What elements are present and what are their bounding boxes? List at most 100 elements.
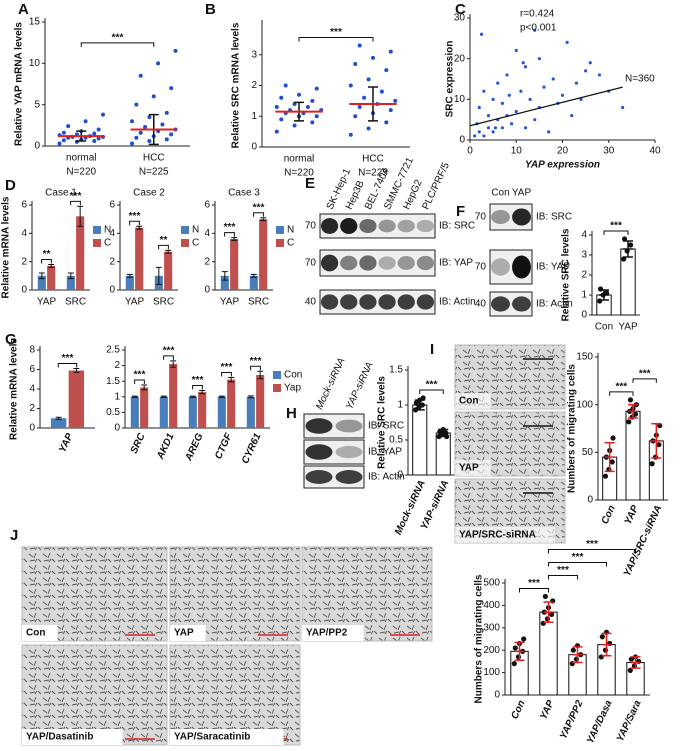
legend-label: C [287, 238, 294, 249]
data-point [627, 667, 633, 673]
legend-label: Con [284, 370, 302, 381]
data-point [523, 65, 528, 69]
y-tick-label: 400 [483, 600, 500, 611]
trend-line [469, 86, 623, 127]
x-tick-label: 10 [511, 146, 523, 157]
caption-bg [455, 460, 491, 476]
blot-band [378, 256, 396, 270]
sig-label: *** [639, 369, 651, 380]
data-point [632, 411, 639, 417]
sig-label: *** [610, 221, 622, 232]
data-point [96, 127, 101, 132]
data-point [507, 93, 511, 97]
x-tick-label: AREG [183, 432, 206, 464]
y-axis-label: SRC expression [445, 41, 456, 118]
error-bar [199, 390, 206, 395]
band-label: IB: Actin [536, 299, 573, 310]
bar [412, 404, 428, 476]
caption: YAP/Saracatinib [174, 732, 250, 743]
blot-band [397, 256, 415, 270]
bar [220, 275, 229, 290]
sig-label: *** [70, 191, 82, 202]
error-bar [136, 225, 143, 230]
bar [188, 396, 197, 428]
data-point [544, 616, 551, 622]
y-tick-label: 5 [34, 99, 40, 110]
data-point [515, 654, 522, 660]
data-point [283, 83, 288, 88]
data-point [348, 83, 353, 88]
data-point [533, 118, 537, 122]
data-point [169, 132, 174, 137]
x-tick-label: YAP [220, 297, 240, 308]
y-tick-label: 100 [483, 667, 500, 678]
data-point [565, 40, 569, 45]
data-point [362, 95, 367, 100]
sig-bracket [224, 232, 235, 237]
bar [230, 239, 239, 290]
y-tick-label: 6 [29, 364, 35, 375]
data-point [305, 105, 310, 110]
sig-bracket [253, 212, 264, 217]
sig-bracket [129, 220, 140, 226]
blot-band [335, 445, 363, 459]
sig-label: *** [62, 353, 74, 364]
caption-bg [22, 625, 58, 641]
y-tick-label: 10 [29, 58, 41, 69]
data-point [297, 92, 301, 97]
caption-bg [22, 729, 123, 745]
y-tick-label: 0 [21, 285, 27, 296]
data-point [514, 48, 518, 53]
error-bar [228, 376, 235, 383]
caption: Con [26, 628, 45, 639]
error-bar [160, 395, 167, 398]
panel-label: J [10, 527, 18, 544]
data-point [588, 61, 592, 65]
blot-band [359, 255, 377, 271]
bar [130, 396, 139, 428]
sig-label: *** [330, 27, 342, 38]
data-point [134, 102, 139, 107]
bar [164, 251, 173, 290]
y-tick-label: 15 [29, 17, 41, 28]
data-point [274, 129, 279, 134]
error-bar [165, 249, 172, 254]
blot-band [340, 294, 358, 310]
data-point [353, 61, 358, 66]
data-point [570, 647, 576, 653]
blot-band [305, 470, 333, 484]
y-tick-label: 1 [397, 400, 403, 411]
legend-label: C [104, 238, 111, 249]
blot-band [416, 219, 435, 233]
data-point [156, 61, 161, 66]
error-bar [170, 360, 177, 368]
legend-swatch [181, 226, 189, 234]
y-tick-label: 2 [251, 80, 257, 91]
data-point [138, 73, 143, 78]
x-tick-label: HCC [362, 154, 384, 165]
x-tick-label: SRC [129, 431, 148, 455]
data-point [477, 130, 481, 134]
x-tick-label: SRC [248, 297, 269, 308]
sig-bracket [221, 371, 232, 377]
x-tick-label: AKD1 [155, 431, 177, 462]
y-tick-label: 10 [454, 94, 466, 105]
y-tick-label: 3 [581, 250, 587, 261]
blot-band [359, 218, 377, 234]
data-point [310, 120, 315, 125]
bar [37, 275, 46, 290]
data-point [549, 611, 555, 617]
panel-label: E [305, 175, 315, 192]
annotation: p<0.001 [520, 23, 557, 34]
data-point [656, 442, 662, 448]
sig-bracket [80, 42, 155, 47]
x-tick-label: YAP [125, 297, 145, 308]
data-point [147, 139, 152, 144]
data-point [573, 656, 580, 662]
error-bar [247, 395, 254, 399]
y-tick-label: 2 [114, 360, 120, 371]
sig-bracket [548, 548, 636, 554]
caption-bg [302, 625, 364, 641]
data-point [491, 97, 495, 101]
y-tick-label: 6 [109, 200, 115, 211]
